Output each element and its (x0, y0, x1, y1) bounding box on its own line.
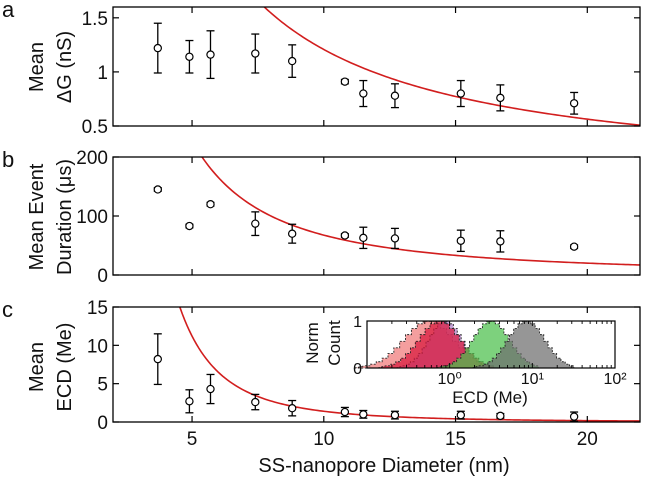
panel-a-fit-line (263, 7, 640, 126)
panel-b-point-5 (340, 231, 350, 240)
panel-a-point-5 (340, 77, 350, 86)
panel-a-ylabel-line1: Mean (26, 42, 48, 92)
inset-xtick-label-1: 10¹ (521, 371, 544, 388)
inset-histogram: 0 1 10⁰ 10¹ 10² (353, 314, 627, 388)
inset-xtick-label-2: 10² (603, 371, 627, 388)
panel-a-frame (112, 6, 641, 127)
panel-c-point-6 (359, 410, 368, 419)
panel-c-xtick-label-0: 5 (187, 429, 198, 450)
panel-c-point-9 (496, 411, 505, 421)
panel-a-ylabel-line2: ΔG (nS) (54, 31, 76, 103)
panel-c-xtick-label-3: 20 (577, 429, 598, 450)
panel-b-fit-line (201, 157, 640, 266)
panel-b-point-9 (496, 237, 505, 246)
panel-c-point-3 (251, 397, 260, 407)
panel-a-point-4 (287, 56, 297, 66)
panel-a-point-8 (456, 89, 466, 98)
panel-c-ytick-label-3: 15 (87, 298, 108, 319)
panel-b-point-2 (206, 199, 215, 209)
x-axis-label: SS-nanopore Diameter (nm) (258, 455, 509, 477)
panel-a-point-6 (359, 89, 368, 98)
panel-a-ytick-label-2: 1.5 (82, 9, 108, 30)
panel-c-point-2 (206, 384, 215, 394)
inset-ytick-label-1: 1 (353, 314, 362, 331)
panel-c-ylabel-line2: ECD (Me) (54, 323, 76, 412)
inset-ylabel-line2: Count (325, 320, 344, 366)
inset-frame (366, 320, 616, 369)
panel-label-c: c (2, 297, 13, 322)
panel-c-point-4 (287, 404, 297, 413)
panel-b-point-8 (456, 236, 466, 245)
inset-ylabel-line1: Norm (303, 322, 322, 364)
panel-a-point-9 (496, 93, 505, 103)
panel-a-point-1 (185, 52, 194, 61)
panel-b-frame (112, 156, 641, 276)
panel-b-ylabel-line2: Duration (μs) (54, 159, 76, 275)
panel-b-point-3 (251, 219, 260, 228)
panel-b-ytick-label-1: 100 (76, 207, 108, 228)
inset-ytick-label-0: 0 (353, 361, 362, 378)
panel-c-point-1 (185, 397, 194, 406)
panel-a-ytick-label-0: 0.5 (82, 117, 108, 138)
panel-a: 0.5 1 1.5 (82, 6, 641, 138)
panel-b-point-4 (287, 229, 297, 238)
panel-c-frame (112, 306, 641, 423)
panel-b-ytick-label-2: 200 (76, 148, 108, 169)
panel-c-fit-line (178, 307, 640, 422)
panel-b-point-1 (185, 221, 194, 231)
panel-c-point-10 (569, 412, 579, 421)
panel-b-point-0 (153, 185, 162, 194)
inset-xlabel: ECD (Me) (452, 388, 528, 407)
panel-label-b: b (2, 147, 14, 172)
panel-c-point-7 (390, 410, 400, 420)
panel-b-ytick-label-0: 0 (97, 266, 108, 287)
panel-a-point-2 (206, 50, 215, 59)
panel-label-a: a (2, 0, 15, 22)
panel-c-point-0 (153, 354, 162, 364)
panel-b-ylabel-line1: Mean Event (26, 163, 48, 270)
panel-c-xtick-label-2: 15 (445, 429, 466, 450)
panel-b-point-6 (359, 233, 368, 243)
panel-a-point-7 (390, 91, 400, 100)
panel-c-ytick-label-1: 5 (97, 375, 108, 396)
panel-c-xtick-label-1: 10 (313, 429, 334, 450)
panel-b-point-7 (390, 234, 400, 243)
panel-b: 0 100 200 (76, 148, 641, 287)
panel-b-point-10 (569, 242, 579, 251)
panel-c-point-5 (340, 407, 350, 417)
panel-c-ytick-label-0: 0 (97, 413, 108, 434)
panel-c-point-8 (456, 410, 466, 420)
panel-c-ytick-label-2: 10 (87, 336, 108, 357)
panel-a-point-3 (251, 49, 260, 58)
panel-a-point-0 (153, 43, 162, 53)
panel-a-point-10 (569, 99, 579, 108)
panel-a-ytick-label-1: 1 (97, 63, 108, 84)
inset-xtick-label-0: 10⁰ (438, 371, 462, 388)
panel-c-ylabel-line1: Mean (26, 342, 48, 392)
